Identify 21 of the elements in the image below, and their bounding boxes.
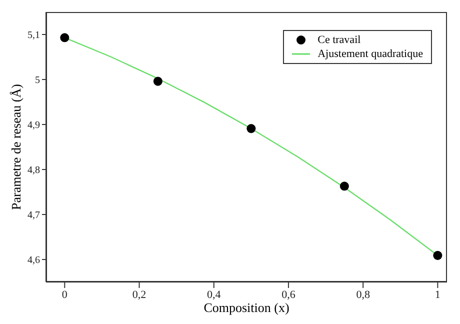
x-tick-label: 0,4: [206, 288, 222, 301]
x-tick-label: 1: [434, 288, 440, 301]
y-tick-label: 5: [35, 75, 40, 86]
x-tick-label: 0,2: [132, 288, 146, 301]
y-tick-label: 4,7: [28, 210, 40, 222]
point: [340, 182, 349, 191]
x-tick-label: 0: [62, 288, 68, 301]
y-axis-title: Parametre de reseau (Å): [8, 84, 24, 210]
legend-label: Ajustement quadratique: [318, 47, 423, 61]
y-tick-label: 4,8: [28, 165, 40, 176]
y-tick-label: 5,1: [28, 30, 40, 42]
x-tick-label: 0,8: [356, 288, 370, 301]
point: [246, 124, 256, 134]
y-tick-label: 4,9: [28, 120, 40, 132]
point: [433, 250, 442, 260]
x-axis-title: Composition (x): [204, 300, 290, 315]
y-tick-label: 4,6: [28, 255, 40, 266]
x-tick-label: 0,6: [282, 288, 296, 301]
point: [153, 76, 162, 86]
legend-label: Ce travail: [318, 33, 361, 47]
point: [60, 33, 70, 42]
